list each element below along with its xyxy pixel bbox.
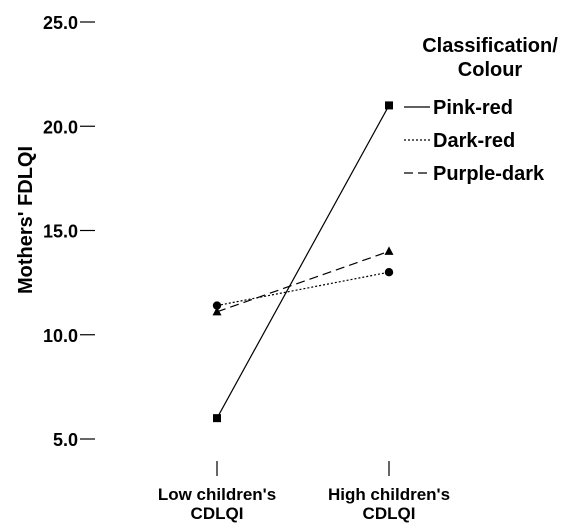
data-point-dark-red: [212, 301, 222, 310]
data-point-dark-red: [384, 268, 394, 277]
x-category-label: Low children's CDLQI: [158, 485, 276, 523]
x-axis: Low children's CDLQI High children's CDLQI: [158, 461, 450, 523]
data-point-pink-red: [213, 414, 221, 423]
y-tick-label: 5.0: [53, 430, 78, 450]
y-tick-label: 10.0: [43, 326, 78, 346]
data-point-purple-dark: [384, 246, 394, 255]
series-layer: [212, 101, 394, 423]
y-tick-label: 25.0: [43, 13, 78, 33]
legend-label-dark-red: Dark-red: [433, 130, 515, 152]
y-tick-label: 20.0: [43, 117, 78, 137]
legend-title: Classification/Colour: [422, 35, 558, 81]
y-axis: 5.0 10.0 15.0 20.0 25.0: [43, 13, 95, 450]
legend-label-pink-red: Pink-red: [433, 97, 513, 119]
legend-label-purple-dark: Purple-dark: [433, 163, 545, 185]
series-line-pink-red: [216, 105, 390, 419]
y-axis-title: Mothers' FDLQI: [15, 146, 37, 294]
x-category-label: High children's CDLQI: [328, 485, 450, 523]
y-tick-label: 15.0: [43, 222, 78, 242]
series-line-purple-dark: [216, 250, 390, 313]
legend: Classification/Colour Pink-red Dark-red Pur…: [404, 35, 558, 185]
data-point-pink-red: [385, 101, 393, 110]
series-line-dark-red: [216, 271, 390, 307]
data-point-purple-dark: [212, 306, 222, 316]
